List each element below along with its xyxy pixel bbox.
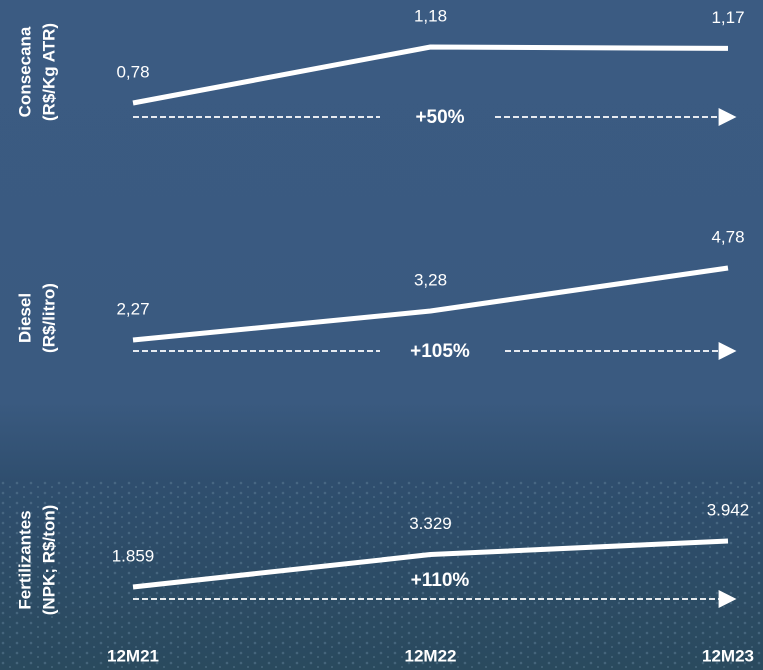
x-tick-label: 12M21 (107, 646, 159, 665)
line (132, 265, 729, 343)
data-label: 3.942 (707, 500, 750, 519)
data-label: 0,78 (116, 62, 149, 81)
annotation: +50% (415, 107, 464, 128)
data-label: 1.859 (112, 546, 155, 565)
data-label: 3,28 (414, 271, 447, 290)
annotation: +105% (410, 341, 470, 362)
annotation: +110% (411, 570, 470, 591)
y-axis-label: Diesel (15, 293, 34, 343)
data-label: 2,27 (116, 299, 149, 318)
y-axis-label: (NPK; R$/ton) (39, 505, 58, 615)
line (132, 538, 729, 590)
x-tick-label: 12M22 (405, 646, 457, 665)
data-label: 1,18 (414, 6, 447, 25)
data-label: 3.329 (409, 514, 452, 533)
y-axis-label: (R$/Kg ATR) (39, 23, 58, 121)
y-axis-label: Consecana (15, 26, 34, 117)
y-axis-label: Fertilizantes (15, 510, 34, 609)
data-label: 4,78 (711, 227, 744, 246)
data-label: 1,17 (711, 8, 744, 27)
field-texture (0, 480, 763, 670)
y-axis-label: (R$/litro) (39, 283, 58, 353)
line (132, 44, 729, 106)
x-tick-label: 12M23 (702, 646, 754, 665)
